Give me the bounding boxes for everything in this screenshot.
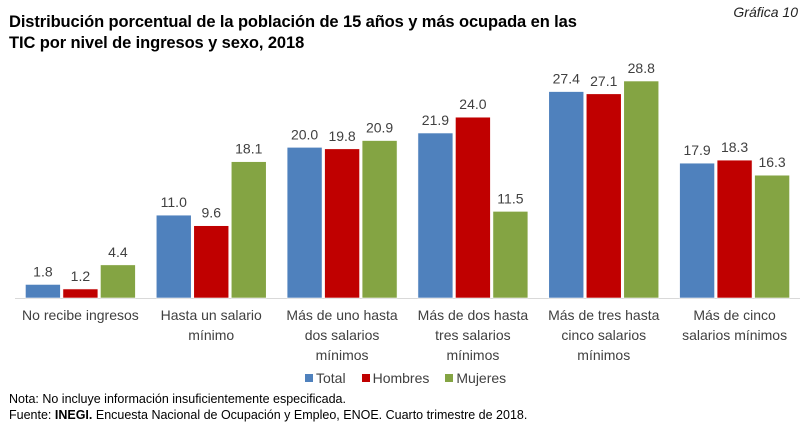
x-tick-label-3-line-2: mínimos xyxy=(446,347,499,363)
x-tick-label-5-line-1: salarios mínimos xyxy=(682,327,787,343)
data-label-hombres-2: 19.8 xyxy=(328,128,355,144)
footnotes: Nota: No incluye información insuficient… xyxy=(9,391,527,423)
data-label-mujeres-4: 28.8 xyxy=(628,60,655,76)
data-label-total-5: 17.9 xyxy=(683,142,710,158)
x-tick-label-4-line-2: mínimos xyxy=(577,347,630,363)
bar-mujeres-4 xyxy=(623,80,660,299)
data-label-mujeres-5: 16.3 xyxy=(758,154,785,170)
bar-hombres-3 xyxy=(455,116,491,299)
bar-mujeres-1 xyxy=(230,161,267,299)
bar-total-2 xyxy=(286,147,323,299)
x-tick-label-4-line-1: cinco salarios xyxy=(561,327,646,343)
bar-hombres-5 xyxy=(716,159,753,299)
x-tick-label-2-line-1: dos salarios xyxy=(305,327,380,343)
legend-swatch-total xyxy=(305,374,313,382)
x-tick-label-1-line-0: Hasta un salario xyxy=(161,307,262,323)
data-label-total-1: 11.0 xyxy=(161,194,187,210)
source-detail: Encuesta Nacional de Ocupación y Empleo,… xyxy=(92,408,528,422)
data-label-hombres-1: 9.6 xyxy=(202,205,222,221)
bar-total-1 xyxy=(155,214,192,299)
bar-mujeres-2 xyxy=(361,140,398,299)
x-tick-label-2-line-2: mínimos xyxy=(316,347,369,363)
bar-mujeres-0 xyxy=(100,264,136,299)
chart-title: Distribución porcentual de la población … xyxy=(9,12,649,54)
legend-label-total: Total xyxy=(316,370,346,386)
bar-hombres-2 xyxy=(324,148,360,299)
source-label: Fuente: xyxy=(9,408,55,422)
bar-hombres-0 xyxy=(62,288,99,299)
legend-item-total: Total xyxy=(305,370,346,386)
legend-swatch-mujeres xyxy=(445,374,454,382)
data-label-total-4: 27.4 xyxy=(553,71,580,87)
bar-mujeres-3 xyxy=(492,211,529,299)
legend-swatch-hombres xyxy=(361,374,370,382)
data-label-mujeres-3: 11.5 xyxy=(497,190,523,206)
x-tick-label-4-line-0: Más de tres hasta xyxy=(548,307,659,323)
bar-total-0 xyxy=(25,284,61,299)
bar-total-4 xyxy=(548,91,585,299)
x-tick-label-3-line-1: tres salarios xyxy=(435,327,510,343)
note-text: Nota: No incluye información insuficient… xyxy=(9,392,346,406)
data-label-hombres-5: 18.3 xyxy=(721,139,748,155)
data-label-mujeres-1: 18.1 xyxy=(235,141,262,157)
data-label-total-2: 20.0 xyxy=(291,126,318,142)
chart-title-line-1: Distribución porcentual de la población … xyxy=(9,13,577,31)
x-tick-label-3-line-0: Más de dos hasta xyxy=(418,307,529,323)
data-label-hombres-4: 27.1 xyxy=(590,73,617,89)
x-tick-label-5-line-0: Más de cinco xyxy=(693,307,776,323)
bar-total-3 xyxy=(417,132,454,299)
bar-total-5 xyxy=(679,162,715,299)
bar-hombres-1 xyxy=(193,225,230,299)
data-label-total-0: 1.8 xyxy=(33,263,53,279)
data-label-mujeres-0: 4.4 xyxy=(108,244,128,260)
source-text: Fuente: INEGI. Encuesta Nacional de Ocup… xyxy=(9,407,527,423)
data-label-total-3: 21.9 xyxy=(422,112,449,128)
chart-title-line-2: TIC por nivel de ingresos y sexo, 2018 xyxy=(9,34,305,52)
figure-label: Gráfica 10 xyxy=(733,4,798,20)
x-tick-label-1-line-1: mínimo xyxy=(188,327,234,343)
legend-item-mujeres: Mujeres xyxy=(445,370,506,386)
bar-hombres-4 xyxy=(585,93,622,299)
x-tick-label-2-line-0: Más de uno hasta xyxy=(286,307,398,323)
legend-label-mujeres: Mujeres xyxy=(456,370,507,386)
x-tick-label-0-line-0: No recibe ingresos xyxy=(22,307,139,323)
bar-mujeres-5 xyxy=(754,174,790,299)
data-label-hombres-3: 24.0 xyxy=(459,96,486,112)
data-label-mujeres-2: 20.9 xyxy=(366,120,393,136)
legend: Total Hombres Mujeres xyxy=(305,370,506,386)
source-org: INEGI. xyxy=(54,408,93,422)
legend-label-hombres: Hombres xyxy=(372,370,430,386)
data-label-hombres-0: 1.2 xyxy=(71,268,91,284)
legend-item-hombres: Hombres xyxy=(361,370,430,386)
